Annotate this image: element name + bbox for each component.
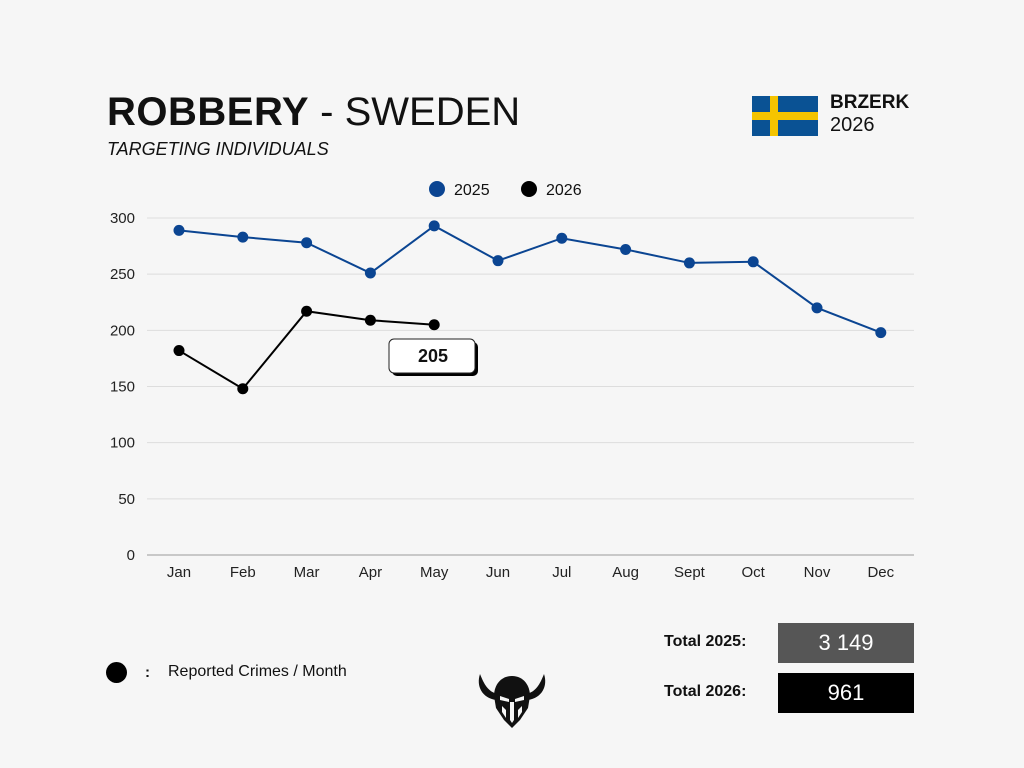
data-point-2026 [428,319,440,331]
data-point-2025 [811,302,823,314]
x-tick-label: Jul [552,564,571,581]
data-point-2025 [492,255,504,267]
x-tick-label: Oct [742,564,766,581]
y-tick-label: 300 [110,210,135,227]
data-point-2025 [301,237,313,249]
data-point-2025 [683,257,695,269]
x-tick-label: Feb [230,564,256,581]
x-tick-label: Sept [674,564,706,581]
brand-year: 2026 [830,114,875,136]
title-country: - SWEDEN [309,90,521,134]
series-line-2025 [178,224,882,334]
brand-name: BRZERK [830,92,910,113]
y-tick-label: 0 [127,547,135,564]
legend-marker-2026 [521,181,537,197]
viking-helmet-logo-icon [478,674,546,728]
marker-dot-icon [106,661,127,683]
x-tick-label: Mar [294,564,320,581]
sweden-flag-icon [752,96,818,136]
marker-legend-colon: : [145,663,150,681]
data-point-2026 [301,305,313,317]
total-2026-label: Total 2026: [664,683,747,700]
data-point-2025 [556,232,568,244]
x-tick-label: Nov [804,564,831,581]
data-point-2025 [620,243,632,255]
marker-legend: : Reported Crimes / Month [106,660,347,684]
total-2026-value: 961 [778,673,914,713]
x-tick-label: Jan [167,564,191,581]
data-point-2025 [747,256,759,268]
marker-legend-text: Reported Crimes / Month [168,663,347,680]
chart-title: ROBBERY - SWEDEN [107,88,520,136]
x-tick-label: Jun [486,564,510,581]
callout-box [388,338,476,374]
chart-subtitle: TARGETING INDIVIDUALS [107,139,329,159]
data-point-2025 [364,267,376,279]
y-tick-label: 150 [110,379,135,396]
total-2025-value: 3 149 [778,623,914,663]
x-tick-label: Dec [867,564,894,581]
x-tick-label: Aug [612,564,639,581]
data-point-2025 [173,224,185,236]
data-point-2026 [173,345,185,357]
data-point-2026 [364,314,376,326]
x-tick-label: May [420,564,449,581]
x-tick-label: Apr [359,564,382,581]
data-point-2025 [875,327,887,339]
data-point-2025 [237,231,249,243]
brand-block: BRZERK 2026 [830,92,909,136]
y-tick-label: 50 [118,491,135,508]
total-2025-label: Total 2025: [664,633,747,650]
title-crime-type: ROBBERY [107,90,310,134]
y-tick-label: 100 [110,435,135,452]
callout-label: 205 [418,346,448,366]
y-tick-label: 250 [110,266,135,283]
legend-marker-2025 [429,181,445,197]
data-point-2026 [237,383,249,395]
data-point-2025 [428,220,440,232]
y-tick-label: 200 [110,322,135,339]
legend-label-2026: 2026 [546,182,582,199]
legend-label-2025: 2025 [454,182,490,199]
